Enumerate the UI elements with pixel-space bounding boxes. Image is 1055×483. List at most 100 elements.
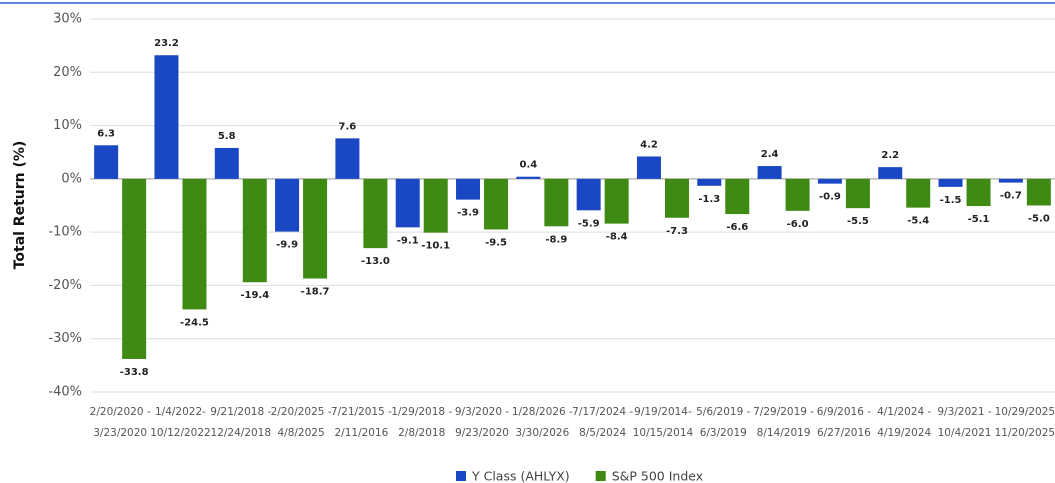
x-tick-label: 3/30/2026 (515, 427, 569, 439)
y-tick-label: 10% (53, 118, 82, 133)
x-tick-label: 2/20/2025 - (271, 406, 332, 418)
bar (516, 176, 541, 179)
x-tick-label: 10/12/2022 (150, 427, 211, 439)
bar (456, 178, 481, 200)
x-tick-label: 10/29/2025 (995, 406, 1055, 418)
value-label: -8.4 (606, 232, 628, 243)
y-axis-title: Total Return (%) (12, 141, 28, 270)
x-tick-label: 7/29/2019 - (753, 406, 814, 418)
value-label: -5.4 (907, 216, 929, 227)
bar (544, 178, 569, 227)
x-tick-label: 6/27/2016 (817, 427, 871, 439)
x-tick-label: 4/1/2024 - (877, 406, 931, 418)
bar (423, 178, 448, 233)
value-label: 4.2 (640, 139, 658, 150)
value-label: -9.5 (485, 237, 507, 248)
value-label: -1.3 (698, 194, 720, 205)
x-tick-label: 9/3/2021 - (937, 406, 991, 418)
legend-label: Y Class (AHLYX) (471, 469, 570, 483)
value-label: 0.4 (519, 160, 537, 171)
y-tick-label: 20% (53, 65, 82, 80)
x-tick-label: 2/8/2018 (398, 427, 445, 439)
bar (395, 178, 420, 228)
bar (363, 178, 388, 249)
value-label: -5.1 (968, 214, 990, 225)
y-tick-label: -20% (48, 278, 82, 293)
bar (303, 178, 328, 279)
value-label: -3.9 (457, 208, 479, 219)
x-tick-label: 4/8/2025 (278, 427, 325, 439)
x-tick-label: 8/14/2019 (757, 427, 811, 439)
y-tick-label: 0% (61, 171, 82, 186)
bar (214, 147, 239, 179)
value-label: -9.9 (276, 240, 298, 251)
bar (182, 178, 207, 310)
y-tick-label: -10% (48, 225, 82, 240)
value-label: -7.3 (666, 226, 688, 237)
bar (785, 178, 810, 211)
x-tick-label: 2/11/2016 (334, 427, 388, 439)
value-label: -24.5 (180, 317, 209, 328)
bar (697, 178, 722, 186)
bar (664, 178, 689, 218)
x-tick-label: 10/4/2021 (938, 427, 992, 439)
legend-swatch (456, 471, 466, 481)
value-label: -1.5 (940, 195, 962, 206)
value-label: -6.6 (726, 222, 748, 233)
value-label: -6.0 (787, 219, 809, 230)
value-label: 7.6 (339, 121, 357, 132)
bar (576, 178, 601, 211)
bar (938, 178, 963, 187)
x-tick-label: 8/5/2024 (579, 427, 626, 439)
value-label: 23.2 (154, 38, 179, 49)
x-tick-label: 12/24/2018 (211, 427, 272, 439)
bar (757, 166, 782, 179)
bar (335, 138, 360, 179)
bar (845, 178, 870, 209)
bar (817, 178, 842, 184)
value-label: -5.9 (578, 218, 600, 229)
value-label: -5.5 (847, 216, 869, 227)
y-tick-label: -40% (48, 385, 82, 400)
value-label: 6.3 (97, 128, 115, 139)
bar (966, 178, 991, 207)
value-label: -33.8 (120, 367, 149, 378)
x-tick-label: 9/3/2020 - (455, 406, 509, 418)
bar (154, 55, 179, 179)
x-tick-label: 7/17/2024 - (572, 406, 633, 418)
value-label: -9.1 (397, 235, 419, 246)
value-label: -8.9 (545, 234, 567, 245)
x-tick-label: 5/6/2019 - (696, 406, 750, 418)
y-tick-label: 30% (53, 12, 82, 27)
bar (725, 178, 750, 215)
x-tick-label: 9/19/2014- (634, 406, 692, 418)
x-tick-label: 2/20/2020 - (90, 406, 151, 418)
y-tick-label: -30% (48, 331, 82, 346)
value-label: -13.0 (361, 256, 390, 267)
x-tick-label: 10/15/2014 (633, 427, 694, 439)
bar (122, 178, 147, 359)
value-label: -10.1 (421, 241, 450, 252)
value-label: -0.7 (1000, 191, 1022, 202)
bar (998, 178, 1023, 183)
legend-swatch (595, 471, 606, 481)
x-tick-label: 3/23/2020 (93, 427, 147, 439)
x-tick-label: 4/19/2024 (877, 427, 931, 439)
bar (906, 178, 931, 208)
x-tick-label: 6/3/2019 (700, 427, 747, 439)
x-tick-label: 1/4/2022- (155, 406, 206, 418)
value-label: 2.4 (761, 149, 779, 160)
bar (484, 178, 509, 230)
value-label: -5.0 (1028, 214, 1050, 225)
x-tick-label: 6/9/2016 - (817, 406, 871, 418)
value-label: -18.7 (301, 287, 330, 298)
bar (275, 178, 300, 232)
x-tick-label: 9/21/2018 - (210, 406, 271, 418)
legend-label: S&P 500 Index (612, 469, 703, 483)
x-tick-label: 1/28/2026 - (512, 406, 573, 418)
value-label: -19.4 (240, 290, 269, 301)
bar (604, 178, 629, 224)
x-tick-label: 11/20/2025 (995, 427, 1055, 439)
value-label: 2.2 (881, 150, 899, 161)
bar (636, 156, 661, 179)
